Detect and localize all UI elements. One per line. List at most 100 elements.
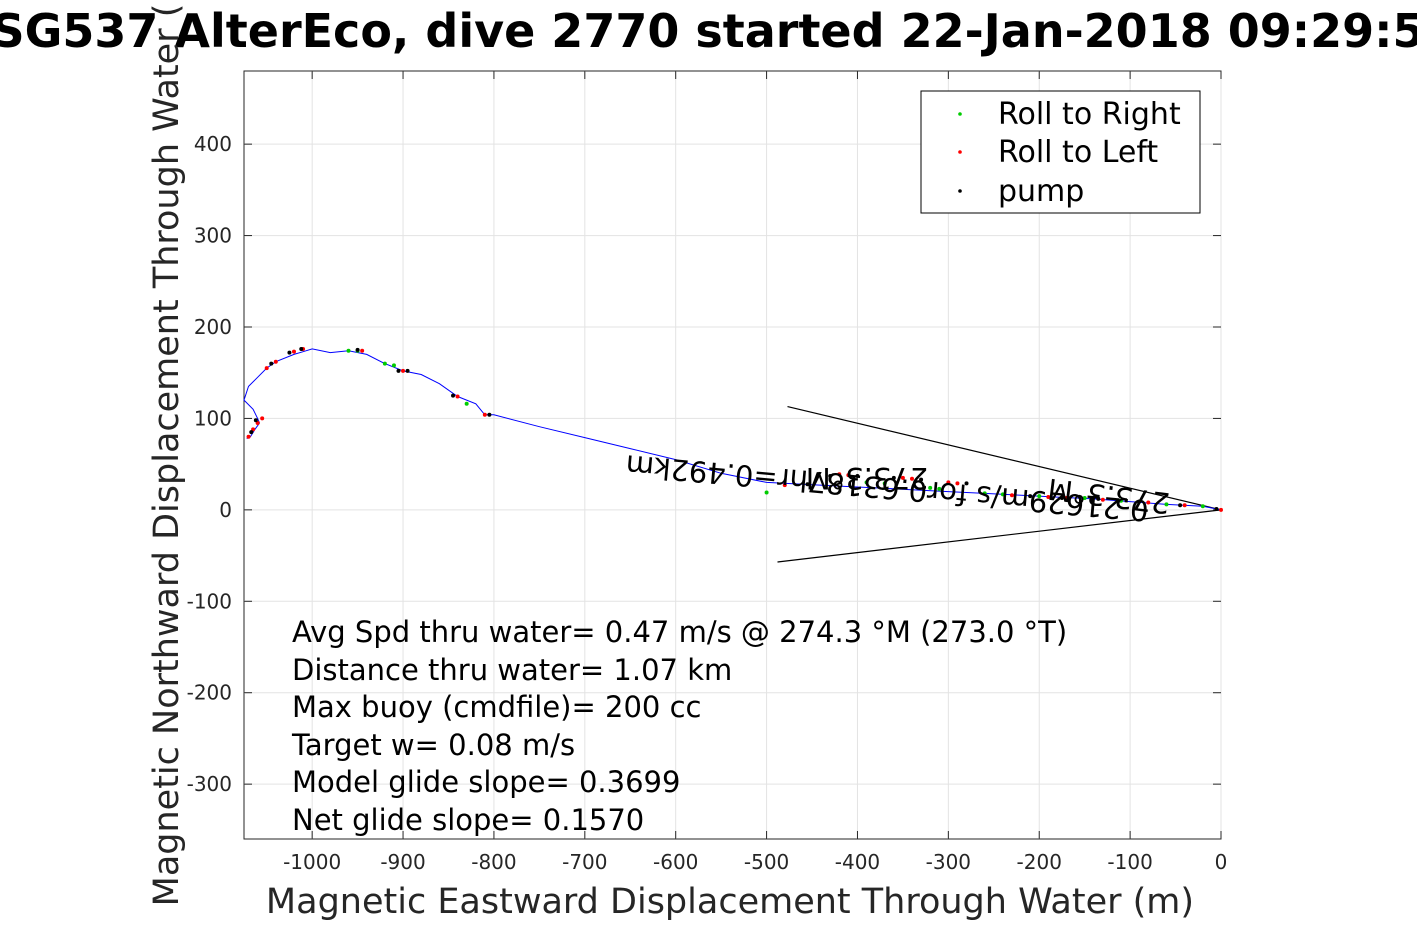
chart-title: SG537 AlterEco, dive 2770 started 22-Jan… xyxy=(0,4,1417,58)
point-pump xyxy=(253,418,258,423)
x-tick-label: -200 xyxy=(1017,850,1062,874)
point-roll-to-left xyxy=(900,475,905,480)
point-roll-to-right xyxy=(346,348,351,353)
x-tick-label: -400 xyxy=(835,850,880,874)
point-pump xyxy=(891,475,896,480)
point-roll-to-left xyxy=(455,394,460,399)
stats-line-avg-speed: Avg Spd thru water= 0.47 m/s @ 274.3 °M … xyxy=(292,615,1067,649)
point-pump xyxy=(487,412,492,417)
point-pump xyxy=(1096,496,1101,501)
legend: Roll to Right Roll to Left pump xyxy=(920,90,1201,214)
point-roll-to-right xyxy=(928,485,933,490)
point-roll-to-right xyxy=(982,491,987,496)
y-tick-label: -100 xyxy=(187,589,232,613)
point-roll-to-left xyxy=(1100,497,1105,502)
legend-marker-roll-right xyxy=(958,112,962,116)
point-roll-to-left xyxy=(955,481,960,486)
point-roll-to-left xyxy=(909,476,914,481)
x-tick-label: -900 xyxy=(380,850,425,874)
y-tick-label: 0 xyxy=(219,498,232,522)
point-pump xyxy=(1178,503,1183,508)
heading-reference-line xyxy=(777,509,1222,563)
track-polyline xyxy=(243,348,1222,511)
point-pump xyxy=(249,430,254,435)
point-roll-to-left xyxy=(260,416,265,421)
point-roll-to-left xyxy=(846,473,851,478)
point-roll-to-right xyxy=(1119,498,1124,503)
point-pump xyxy=(287,350,292,355)
point-pump xyxy=(828,474,833,479)
point-pump xyxy=(964,481,969,486)
legend-box xyxy=(920,90,1201,214)
point-pump xyxy=(1028,494,1033,499)
point-roll-to-left xyxy=(1219,507,1223,512)
y-tick-label: 400 xyxy=(194,132,232,156)
legend-label-roll-right: Roll to Right xyxy=(998,97,1181,132)
point-roll-to-right xyxy=(764,490,769,495)
point-roll-to-right xyxy=(1164,502,1169,507)
reference-lines xyxy=(777,405,1222,563)
point-pump xyxy=(805,482,810,487)
x-tick-label: -300 xyxy=(926,850,971,874)
point-roll-to-right xyxy=(882,481,887,486)
point-roll-to-left xyxy=(837,472,842,477)
legend-label-roll-left: Roll to Left xyxy=(998,135,1158,170)
y-tick-label: -200 xyxy=(187,681,232,705)
point-pump xyxy=(919,477,924,482)
point-roll-to-left xyxy=(1182,503,1187,508)
point-roll-to-right xyxy=(391,363,396,368)
point-roll-to-left xyxy=(360,348,365,353)
point-roll-to-left xyxy=(1009,493,1014,498)
stats-block: Avg Spd thru water= 0.47 m/s @ 274.3 °M … xyxy=(291,615,1067,837)
heading-reference-line xyxy=(787,405,1222,511)
stats-line-model-glide: Model glide slope= 0.3699 xyxy=(292,765,680,799)
point-roll-to-left xyxy=(482,412,487,417)
point-roll-to-left xyxy=(946,480,951,485)
point-roll-to-left xyxy=(1046,495,1051,500)
y-tick-label: 100 xyxy=(194,406,232,430)
point-pump xyxy=(269,361,274,366)
legend-label-pump: pump xyxy=(998,174,1084,209)
x-tick-label: -600 xyxy=(653,850,698,874)
x-axis-label: Magnetic Eastward Displacement Through W… xyxy=(266,882,1194,922)
point-roll-to-left xyxy=(782,483,787,488)
point-pump xyxy=(396,368,401,373)
axis-ticks: -1000 -900 -800 -700 -600 -500 -400 -300 -200 -10… xyxy=(187,71,1228,874)
y-tick-label: -300 xyxy=(187,772,232,796)
point-roll-to-right xyxy=(1000,492,1005,497)
x-tick-label: 0 xyxy=(1215,850,1228,874)
point-pump xyxy=(299,346,304,351)
x-tick-label: -700 xyxy=(562,850,607,874)
point-pump xyxy=(405,368,410,373)
x-tick-label: -800 xyxy=(471,850,516,874)
y-tick-label: 300 xyxy=(194,224,232,248)
point-pump xyxy=(1214,506,1219,511)
legend-marker-pump xyxy=(958,189,962,193)
point-roll-to-left xyxy=(291,349,296,354)
point-pump xyxy=(855,474,860,479)
point-pump xyxy=(1137,499,1142,504)
point-pump xyxy=(1059,495,1064,500)
x-tick-label: -100 xyxy=(1107,850,1152,874)
stats-line-distance: Distance thru water= 1.07 km xyxy=(292,653,732,687)
data-points xyxy=(246,346,1223,512)
point-roll-to-right xyxy=(464,401,469,406)
point-roll-to-right xyxy=(382,361,387,366)
y-axis-label: Magnetic Northward Displacement Through … xyxy=(147,4,187,907)
heading-annotation-1: 273.3°M xyxy=(806,461,929,495)
stats-line-target-w: Target w= 0.08 m/s xyxy=(291,728,575,762)
y-tick-label: 200 xyxy=(194,315,232,339)
point-roll-to-left xyxy=(264,366,269,371)
point-roll-to-left xyxy=(273,359,278,364)
point-pump xyxy=(355,347,360,352)
point-roll-to-left xyxy=(1146,500,1151,505)
stats-line-net-glide: Net glide slope= 0.1570 xyxy=(292,803,644,837)
point-roll-to-left xyxy=(246,434,251,439)
point-roll-to-left xyxy=(401,368,406,373)
legend-marker-roll-left xyxy=(958,150,962,154)
x-tick-label: -1000 xyxy=(283,850,341,874)
point-roll-to-right xyxy=(1200,504,1205,509)
point-roll-to-right xyxy=(1037,494,1042,499)
point-pump xyxy=(451,393,456,398)
